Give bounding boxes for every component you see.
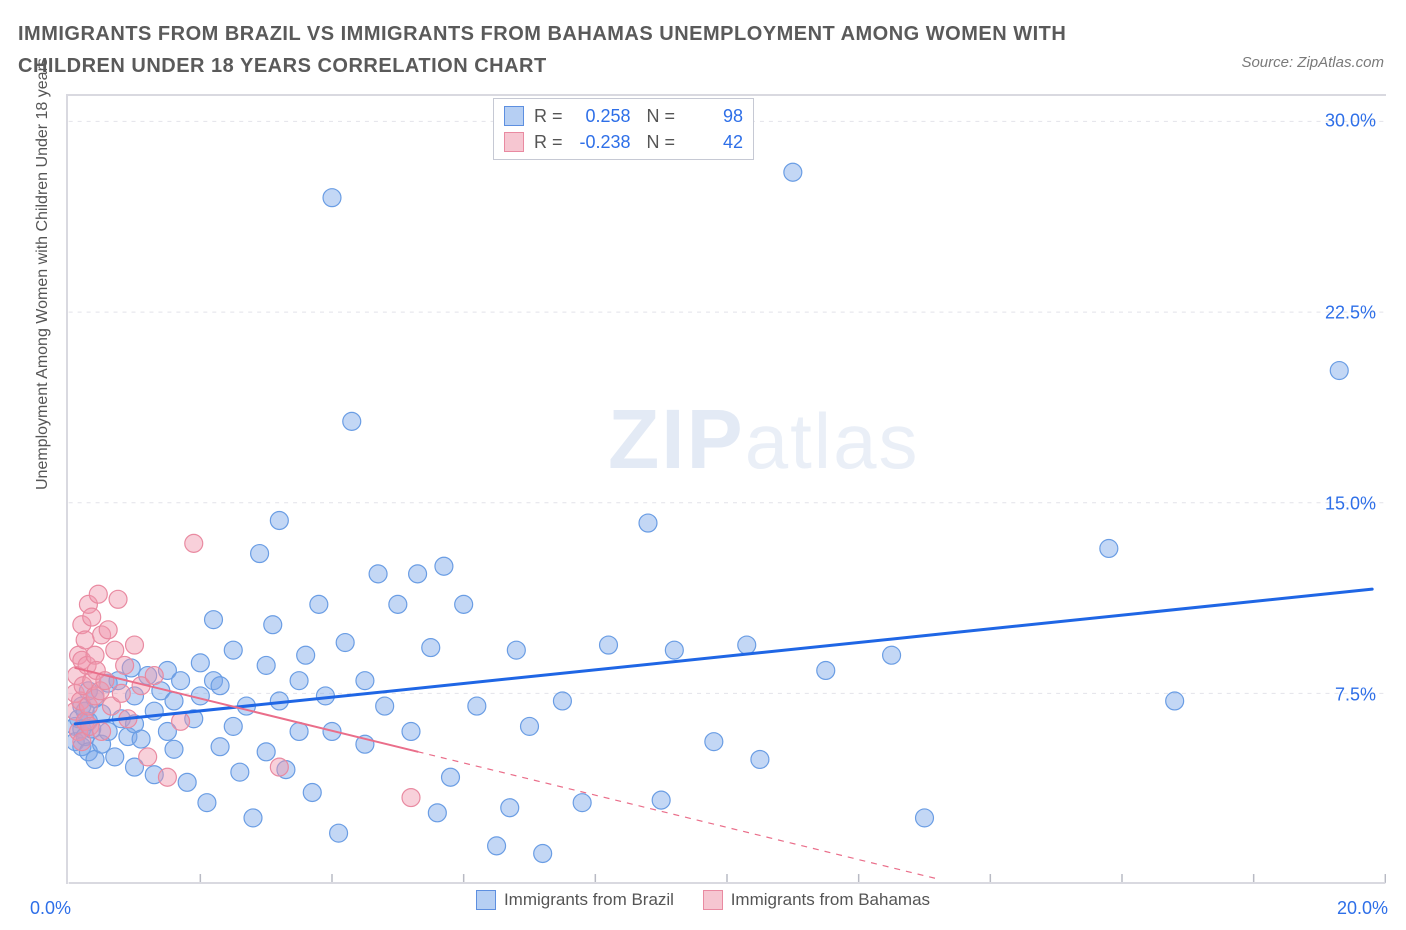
- y-tick-label: 15.0%: [1325, 493, 1376, 514]
- scatter-plot-svg: [68, 96, 1386, 884]
- series-legend: Immigrants from Brazil Immigrants from B…: [0, 890, 1406, 915]
- chart-title: IMMIGRANTS FROM BRAZIL VS IMMIGRANTS FRO…: [18, 18, 1098, 82]
- y-tick-label: 7.5%: [1335, 684, 1376, 705]
- correlation-legend: R = 0.258 N = 98 R = -0.238 N = 42: [493, 98, 754, 160]
- swatch-brazil: [476, 890, 496, 910]
- legend-item-brazil: Immigrants from Brazil: [476, 890, 674, 910]
- n-label: N =: [647, 106, 676, 127]
- swatch-brazil: [504, 106, 524, 126]
- y-tick-label: 22.5%: [1325, 302, 1376, 323]
- r-label: R =: [534, 132, 563, 153]
- legend-row-brazil: R = 0.258 N = 98: [504, 103, 743, 129]
- r-value-bahamas: -0.238: [573, 132, 631, 153]
- n-value-bahamas: 42: [685, 132, 743, 153]
- r-value-brazil: 0.258: [573, 106, 631, 127]
- n-value-brazil: 98: [685, 106, 743, 127]
- swatch-bahamas: [504, 132, 524, 152]
- source-attribution: Source: ZipAtlas.com: [1241, 54, 1384, 71]
- chart-container: IMMIGRANTS FROM BRAZIL VS IMMIGRANTS FRO…: [0, 0, 1406, 930]
- legend-label-bahamas: Immigrants from Bahamas: [731, 890, 930, 910]
- plot-area: ZIPatlas R = 0.258 N = 98 R = -0.238 N =…: [66, 94, 1386, 884]
- n-label: N =: [647, 132, 676, 153]
- swatch-bahamas: [703, 890, 723, 910]
- legend-row-bahamas: R = -0.238 N = 42: [504, 129, 743, 155]
- legend-label-brazil: Immigrants from Brazil: [504, 890, 674, 910]
- y-tick-label: 30.0%: [1325, 111, 1376, 132]
- y-axis-label: Unemployment Among Women with Children U…: [34, 58, 52, 490]
- r-label: R =: [534, 106, 563, 127]
- legend-item-bahamas: Immigrants from Bahamas: [703, 890, 930, 910]
